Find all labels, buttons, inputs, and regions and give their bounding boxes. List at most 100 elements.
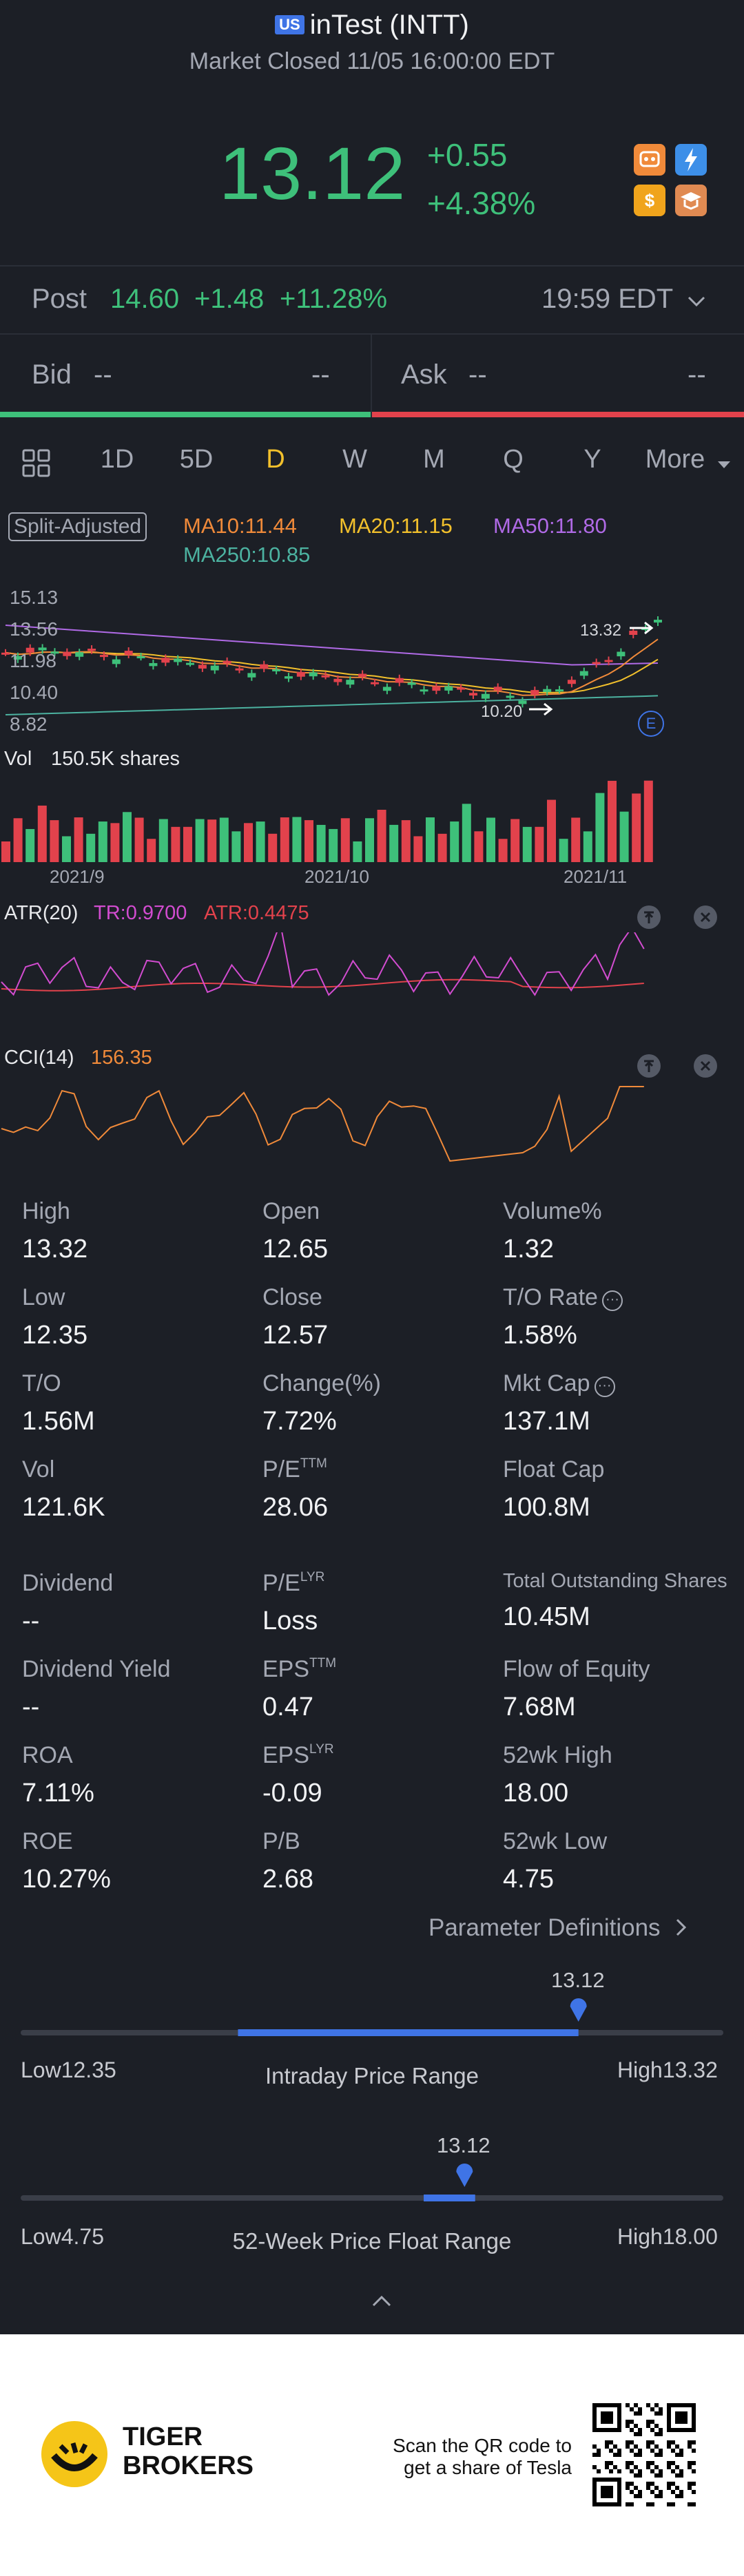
candle-body	[174, 658, 183, 662]
qr-module	[646, 2486, 650, 2490]
week52-range-bar	[21, 2164, 723, 2201]
qr-module	[675, 2473, 679, 2478]
volume-bar	[608, 780, 617, 862]
candle-body	[284, 676, 293, 679]
volume-bar	[1, 841, 10, 862]
candle-body	[617, 651, 626, 657]
learn-icon[interactable]	[675, 185, 707, 216]
qr-module	[646, 2403, 650, 2407]
price-chart[interactable]: 15.13 13.56 11.98 10.40 8.82 13.32 10.20…	[0, 578, 744, 744]
stat-52wk-low: 52wk Low 4.75	[503, 1828, 608, 1894]
candle-body	[407, 682, 416, 685]
qr-module	[634, 2403, 638, 2407]
qr-finder	[601, 2486, 613, 2498]
candle-body	[75, 652, 84, 657]
qr-module	[626, 2424, 630, 2428]
more-icon[interactable]: ···	[601, 1290, 623, 1311]
ma50-line	[5, 625, 659, 666]
lightning-icon[interactable]	[675, 144, 707, 176]
tr-line	[1, 932, 645, 996]
qr-module	[646, 2420, 650, 2424]
range-fill	[238, 2029, 579, 2036]
candle-body	[136, 656, 145, 658]
qr-module	[630, 2490, 634, 2494]
volume-bar	[219, 817, 229, 862]
post-time: 19:59 EDT	[541, 284, 674, 314]
candle-body	[296, 671, 305, 677]
candle-body	[210, 665, 219, 671]
qr-module	[671, 2490, 675, 2494]
candle-body	[371, 682, 380, 684]
chevron-down-icon[interactable]	[686, 295, 707, 308]
market-status: Market Closed 11/05 16:00:00 EDT	[189, 48, 555, 74]
qr-module	[654, 2486, 659, 2490]
tab-d[interactable]: D	[266, 445, 285, 474]
qr-module	[654, 2403, 659, 2407]
options-icon[interactable]	[634, 144, 665, 176]
volume-bar	[535, 826, 544, 862]
ma-legend: Split-Adjusted MA10:11.44 MA20:11.15 MA5…	[0, 507, 744, 576]
tab-1d[interactable]: 1D	[100, 445, 134, 474]
tab-w[interactable]: W	[342, 445, 367, 474]
y-tick: 8.82	[10, 713, 48, 735]
qr-module	[634, 2465, 638, 2469]
qr-module	[646, 2461, 650, 2465]
caret-down-icon[interactable]	[716, 460, 732, 470]
qr-module	[630, 2428, 634, 2432]
candle-body	[654, 620, 662, 623]
post-change-percent: +11.28%	[280, 284, 388, 314]
candle-body	[333, 678, 342, 682]
pin-icon[interactable]	[637, 905, 661, 930]
split-adjusted-toggle[interactable]: Split-Adjusted	[8, 512, 147, 541]
chevron-up-icon[interactable]	[371, 2294, 393, 2308]
cci-indicator[interactable]: CCI(14) 156.35	[0, 1041, 744, 1193]
stat-mkt-cap: Mkt Cap ··· 137.1M	[503, 1370, 737, 1436]
volume-bar	[498, 839, 508, 862]
qr-module	[634, 2411, 638, 2416]
pin-icon[interactable]	[637, 1054, 661, 1078]
qr-module	[634, 2453, 638, 2457]
stat-low: Low 12.35	[22, 1284, 88, 1350]
earnings-marker[interactable]: E	[638, 711, 664, 737]
candle-body	[530, 690, 539, 695]
volume-bar	[401, 820, 411, 862]
tab-y[interactable]: Y	[583, 445, 601, 474]
volume-bar	[486, 817, 495, 862]
qr-module	[630, 2407, 634, 2411]
qr-caption-line1: Scan the QR code to	[393, 2435, 572, 2456]
candle-body	[87, 649, 96, 651]
close-icon[interactable]	[693, 1054, 718, 1078]
qr-module	[638, 2453, 642, 2457]
cci-path	[1, 1086, 644, 1162]
volume-bar	[13, 818, 23, 862]
close-icon[interactable]	[693, 905, 718, 930]
qr-module	[692, 2449, 696, 2453]
more-icon[interactable]: ···	[594, 1376, 615, 1397]
qr-module	[626, 2465, 630, 2469]
qr-module	[605, 2461, 609, 2465]
volume-bar	[510, 819, 520, 862]
tab-more[interactable]: More	[645, 445, 705, 474]
atr-indicator[interactable]: ATR(20) TR:0.9700 ATR:0.4475	[0, 894, 744, 1045]
volume-bar	[244, 823, 253, 862]
volume-bar	[426, 817, 435, 862]
qr-module	[671, 2449, 675, 2453]
qr-module	[650, 2449, 654, 2453]
parameter-definitions-link[interactable]: Parameter Definitions	[428, 1914, 689, 1942]
qr-module	[609, 2449, 613, 2453]
stat-to-rate: T/O Rate ··· 1.58%	[503, 1284, 737, 1350]
post-market-row[interactable]: Post 14.60 +1.48 +11.28% 19:59 EDT	[0, 267, 744, 333]
dollar-icon[interactable]: $	[634, 185, 665, 216]
stat-pe-lyr: P/ELYR Loss	[262, 1570, 325, 1635]
tab-5d[interactable]: 5D	[179, 445, 214, 474]
tab-q[interactable]: Q	[503, 445, 524, 474]
qr-module	[613, 2465, 617, 2469]
grid-icon[interactable]	[21, 448, 52, 479]
candle-body	[1, 652, 10, 655]
arrow-right-icon	[529, 702, 553, 716]
tab-m[interactable]: M	[423, 445, 445, 474]
candle-body	[382, 687, 391, 691]
qr-module	[675, 2465, 679, 2469]
atr-lines	[1, 932, 645, 996]
volume-chart[interactable]: Vol 150.5K shares	[0, 745, 744, 862]
